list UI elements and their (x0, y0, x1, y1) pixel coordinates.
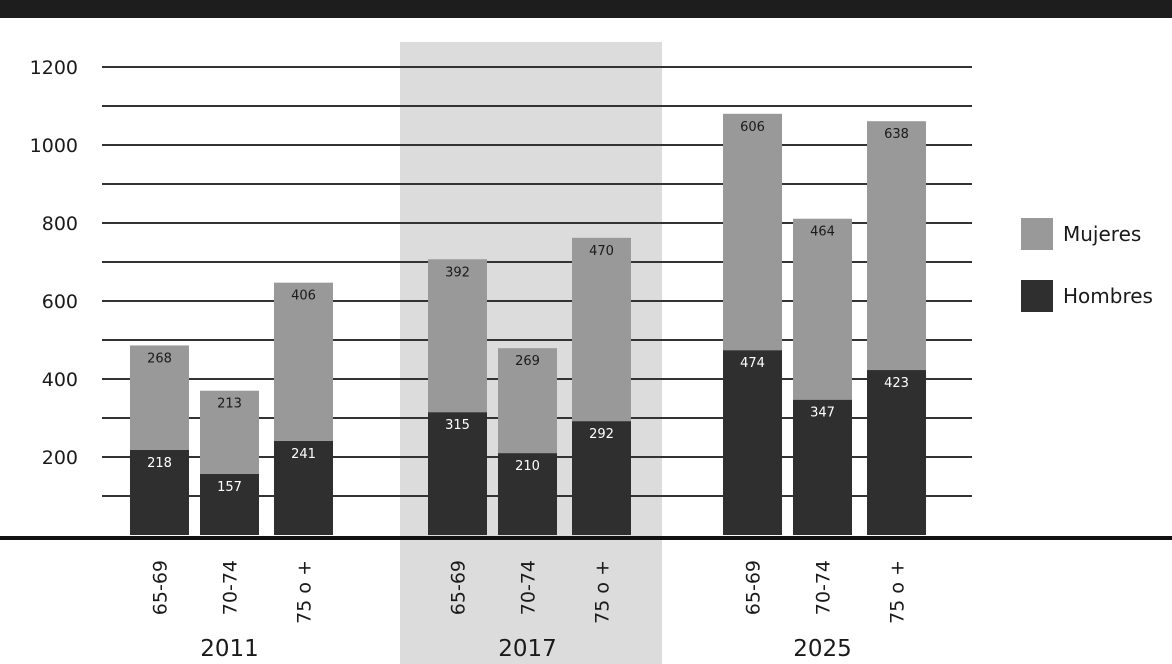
y-tick-label: 400 (42, 369, 78, 391)
bar-mujeres (793, 218, 852, 400)
bar-hombres (867, 370, 926, 535)
value-label-mujeres: 638 (884, 127, 909, 142)
category-label: 65-69 (448, 560, 470, 615)
bar-hombres (200, 473, 259, 535)
bar-mujeres (200, 390, 259, 474)
header-bar (0, 0, 1172, 18)
value-label-mujeres: 470 (589, 244, 614, 259)
bar-mujeres (428, 259, 487, 413)
legend-swatch-hombres (1021, 280, 1053, 312)
bar-mujeres (498, 348, 557, 454)
value-label-hombres: 218 (147, 456, 172, 471)
value-label-mujeres: 606 (740, 120, 765, 135)
value-label-mujeres: 213 (217, 397, 242, 412)
bar-mujeres (130, 345, 189, 450)
bar-hombres (723, 350, 782, 535)
legend-swatch-mujeres (1021, 218, 1053, 250)
y-tick-label: 200 (42, 447, 78, 469)
x-axis-labels: 65-69 70-74 75 o + 2011 65-69 70-74 75 o + 2017… (150, 560, 909, 662)
category-label: 75 o + (592, 560, 614, 624)
category-label: 75 o + (294, 560, 316, 624)
value-label-mujeres: 268 (147, 351, 172, 366)
category-label: 65-69 (743, 560, 765, 615)
value-label-hombres: 292 (589, 427, 614, 442)
y-tick-label: 600 (42, 291, 78, 313)
bar-mujeres (274, 282, 333, 442)
legend-label-hombres: Hombres (1063, 284, 1153, 308)
bar-hombres (572, 421, 631, 535)
value-label-hombres: 347 (810, 406, 835, 421)
bar-hombres (274, 441, 333, 535)
legend-label-mujeres: Mujeres (1063, 222, 1141, 246)
value-label-mujeres: 392 (445, 265, 470, 280)
value-label-hombres: 474 (740, 356, 765, 371)
value-label-hombres: 157 (217, 480, 242, 495)
category-label: 70-74 (518, 560, 540, 615)
year-label: 2025 (793, 636, 852, 662)
y-tick-label: 1200 (30, 57, 78, 79)
y-axis: 200 400 600 800 1000 1200 (30, 57, 78, 469)
bar-mujeres (867, 121, 926, 371)
year-label: 2017 (498, 636, 557, 662)
category-label: 75 o + (887, 560, 909, 624)
value-label-hombres: 210 (515, 459, 540, 474)
value-label-mujeres: 406 (291, 289, 316, 304)
value-label-hombres: 423 (884, 376, 909, 391)
year-label: 2011 (200, 636, 259, 662)
value-label-mujeres: 464 (810, 225, 835, 240)
value-label-mujeres: 269 (515, 354, 540, 369)
category-label: 65-69 (150, 560, 172, 615)
value-label-hombres: 315 (445, 418, 470, 433)
bar-hombres (793, 399, 852, 535)
category-label: 70-74 (813, 560, 835, 615)
bar-mujeres (572, 237, 631, 422)
y-tick-label: 1000 (30, 135, 78, 157)
y-tick-label: 800 (42, 213, 78, 235)
bar-mujeres (723, 113, 782, 351)
value-label-hombres: 241 (291, 447, 316, 462)
bar-hombres (498, 453, 557, 535)
bars: 218 268 157 213 241 406 315 392 210 269 292 470 474 6… (130, 113, 926, 535)
bar-hombres (428, 412, 487, 535)
bar-hombres (130, 449, 189, 535)
legend: Mujeres Hombres (1021, 218, 1153, 312)
category-label: 70-74 (220, 560, 242, 615)
